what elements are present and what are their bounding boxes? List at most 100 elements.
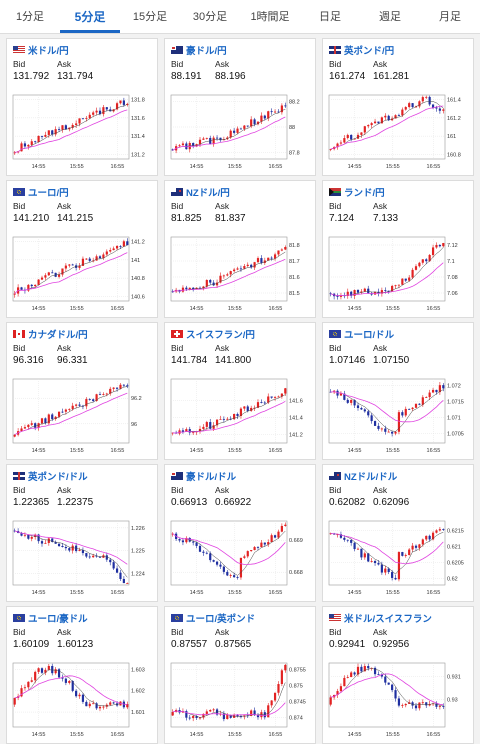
chart-container[interactable]: 0.931 0.93 14:55 15:55 16:55 xyxy=(327,659,471,741)
candle xyxy=(30,141,33,145)
candle xyxy=(112,562,115,569)
candle xyxy=(215,282,219,286)
tab-7[interactable]: 月足 xyxy=(439,11,461,23)
candle xyxy=(267,111,270,119)
currency-pair-link[interactable]: ランド/円 xyxy=(344,188,385,199)
candle xyxy=(209,422,212,429)
price-chart: 0.8755 0.875 0.8745 0.874 14:55 15:55 16:55 xyxy=(170,662,306,738)
candle xyxy=(119,572,122,579)
tab-0[interactable]: 1分足 xyxy=(15,11,45,23)
chart-container[interactable]: 161.4 161.2 161 160.8 14:55 15:55 16:55 xyxy=(327,91,471,173)
rate-card[interactable]: スイスフラン/円 Bid Ask 141.784 141.800 141.6 14… xyxy=(164,322,316,460)
candle xyxy=(414,705,418,709)
rate-card[interactable]: 豪ドル/ドル Bid Ask 0.66913 0.66922 0.669 0.66… xyxy=(164,464,316,602)
candle xyxy=(202,713,205,718)
candle xyxy=(95,703,98,709)
candle xyxy=(431,104,435,108)
candle xyxy=(30,284,33,287)
candle xyxy=(346,291,349,296)
candle xyxy=(205,711,208,714)
currency-pair-link[interactable]: 豪ドル/ドル xyxy=(186,472,237,483)
chart-container[interactable]: 141.2 141 140.8 140.6 14:55 15:55 16:55 xyxy=(11,233,155,315)
candle xyxy=(339,534,343,538)
chart-container[interactable]: 1.226 1.225 1.224 14:55 15:55 16:55 xyxy=(11,517,155,599)
candle xyxy=(122,578,125,584)
candle xyxy=(418,101,421,107)
x-tick-label: 16:55 xyxy=(427,306,441,312)
y-tick-label: 141.2 xyxy=(131,240,145,246)
currency-pair-link[interactable]: NZドル/ドル xyxy=(344,472,398,483)
currency-pair-link[interactable]: ユーロ/英ポンド xyxy=(186,614,256,625)
rate-card[interactable]: 豪ドル/円 Bid Ask 88.191 88.196 88.2 88 87.8 14… xyxy=(164,38,316,176)
y-tick-label: 88 xyxy=(289,125,295,131)
tab-1[interactable]: 5分足 xyxy=(60,0,120,33)
chart-container[interactable]: 1.603 1.602 1.601 14:55 15:55 16:55 xyxy=(11,659,155,741)
currency-pair-link[interactable]: スイスフラン/円 xyxy=(186,330,255,341)
currency-pair-link[interactable]: 英ポンド/円 xyxy=(344,46,395,57)
rate-card[interactable]: 英ポンド/ドル Bid Ask 1.22365 1.22375 1.226 1.2… xyxy=(6,464,158,602)
rate-card[interactable]: NZドル/円 Bid Ask 81.825 81.837 81.8 81.7 81.… xyxy=(164,180,316,318)
chart-container[interactable]: 0.669 0.668 14:55 15:55 16:55 xyxy=(169,517,313,599)
rate-card[interactable]: NZドル/ドル Bid Ask 0.62082 0.62096 0.6215 0.… xyxy=(322,464,474,602)
currency-pair-link[interactable]: 米ドル/円 xyxy=(28,46,69,57)
chart-container[interactable]: 141.6 141.4 141.2 14:55 15:55 16:55 xyxy=(169,375,313,457)
chart-frame xyxy=(328,378,446,444)
chart-container[interactable]: 7.12 7.1 7.08 7.06 14:55 15:55 16:55 xyxy=(327,233,471,315)
candle xyxy=(401,552,404,556)
rate-card[interactable]: ユーロ/英ポンド Bid Ask 0.87557 0.87565 0.8755 0… xyxy=(164,606,316,744)
rate-card[interactable]: 米ドル/円 Bid Ask 131.792 131.794 131.8 131.6… xyxy=(6,38,158,176)
candle xyxy=(243,266,246,269)
tab-3[interactable]: 30分足 xyxy=(192,11,228,23)
x-tick-label: 16:55 xyxy=(269,306,283,312)
candle xyxy=(71,405,74,409)
candle xyxy=(198,139,202,145)
currency-pair-link[interactable]: 豪ドル/円 xyxy=(186,46,227,57)
tab-6[interactable]: 週足 xyxy=(379,11,401,23)
chart-container[interactable]: 0.6215 0.621 0.6205 0.62 14:55 15:55 16:55 xyxy=(327,517,471,599)
candle xyxy=(222,275,225,277)
chart-container[interactable]: 96.2 96 14:55 15:55 16:55 xyxy=(11,375,155,457)
candle xyxy=(222,418,225,420)
rate-card[interactable]: カナダドル/円 Bid Ask 96.316 96.331 96.2 96 14:5… xyxy=(6,322,158,460)
rate-card[interactable]: ユーロ/ドル Bid Ask 1.07146 1.07150 1.072 1.07… xyxy=(322,322,474,460)
card-header: 米ドル/スイスフラン xyxy=(329,611,467,625)
rate-card[interactable]: ユーロ/豪ドル Bid Ask 1.60109 1.60123 1.603 1.6… xyxy=(6,606,158,744)
candle xyxy=(51,272,54,274)
ask-value: 0.62096 xyxy=(373,497,410,508)
tab-5[interactable]: 日足 xyxy=(319,11,341,23)
candle xyxy=(13,697,16,705)
candle xyxy=(51,665,54,674)
chart-container[interactable]: 1.072 1.0715 1.071 1.0705 14:55 15:55 16:55 xyxy=(327,375,471,457)
rate-card[interactable]: 米ドル/スイスフラン Bid Ask 0.92941 0.92956 0.931… xyxy=(322,606,474,744)
x-tick-label: 15:55 xyxy=(228,448,242,454)
chart-container[interactable]: 131.8 131.6 131.4 131.2 14:55 15:55 16:55 xyxy=(11,91,155,173)
currency-pair-link[interactable]: ユーロ/ドル xyxy=(344,330,395,341)
card-header: 豪ドル/円 xyxy=(171,43,309,57)
chart-container[interactable]: 81.8 81.7 81.6 81.5 14:55 15:55 16:55 xyxy=(169,233,313,315)
currency-pair-link[interactable]: 米ドル/スイスフラン xyxy=(344,614,432,625)
candle xyxy=(435,530,438,533)
nz-flag-icon xyxy=(329,472,341,480)
tab-4[interactable]: 1時間足 xyxy=(250,11,290,23)
currency-pair-link[interactable]: ユーロ/円 xyxy=(28,188,69,199)
currency-pair-link[interactable]: NZドル/円 xyxy=(186,188,230,199)
candle xyxy=(57,669,61,678)
candle xyxy=(92,555,95,558)
candle xyxy=(115,387,119,389)
tab-2[interactable]: 15分足 xyxy=(132,11,168,23)
currency-pair-link[interactable]: ユーロ/豪ドル xyxy=(28,614,88,625)
moving-average-line xyxy=(330,391,444,423)
candle xyxy=(253,710,256,716)
bid-value: 96.316 xyxy=(13,355,44,366)
candle xyxy=(112,702,115,704)
currency-pair-link[interactable]: 英ポンド/ドル xyxy=(28,472,88,483)
chart-container[interactable]: 0.8755 0.875 0.8745 0.874 14:55 15:55 16:55 xyxy=(169,659,313,741)
currency-pair-link[interactable]: カナダドル/円 xyxy=(28,330,88,341)
rate-card[interactable]: ユーロ/円 Bid Ask 141.210 141.215 141.2 141 14… xyxy=(6,180,158,318)
ask-value: 0.92956 xyxy=(373,639,410,650)
chart-container[interactable]: 88.2 88 87.8 14:55 15:55 16:55 xyxy=(169,91,313,173)
candle xyxy=(256,121,260,125)
candle xyxy=(64,546,67,549)
rate-card[interactable]: 英ポンド/円 Bid Ask 161.274 161.281 161.4 161.… xyxy=(322,38,474,176)
rate-card[interactable]: ランド/円 Bid Ask 7.124 7.133 7.12 7.1 7.08 7.0… xyxy=(322,180,474,318)
